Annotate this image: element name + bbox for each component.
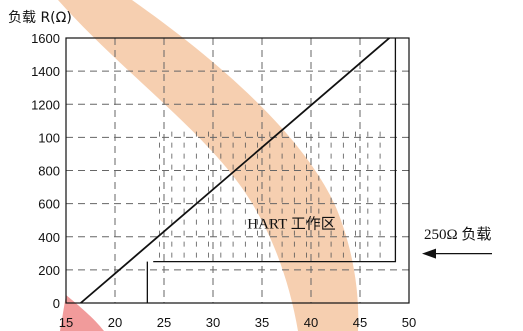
x-tick-label: 25 [157,315,171,330]
y-tick-label: 800 [38,164,60,179]
region-outline [153,38,397,263]
grid [66,38,409,303]
y-axis-label: 负载 R(Ω) [8,10,72,26]
x-tick-label: 40 [304,315,318,330]
y-tick-label: 600 [38,197,60,212]
x-tick-labels: 15 20 25 30 35 40 45 50 [59,315,416,330]
load-annotation: 250Ω 负载 [424,226,491,243]
y-tick-label: 1400 [31,64,60,79]
y-tick-label: 100 [38,130,60,145]
y-tick-label: 400 [38,230,60,245]
hart-region [146,38,397,303]
y-tick-labels: 0 200 400 600 800 100 1200 1400 1600 [31,31,60,311]
arrow-head [422,248,436,259]
y-tick-label: 0 [53,296,60,311]
watermark-band [58,0,359,331]
x-tick-label: 20 [108,315,122,330]
x-tick-label: 45 [353,315,367,330]
x-tick-label: 35 [255,315,269,330]
series-line [80,37,390,304]
series-layer [80,37,390,304]
left-arrow [422,248,492,259]
y-tick-label: 1200 [31,97,60,112]
plot-frame [65,37,410,304]
x-tick-label: 15 [59,315,73,330]
y-tick-label: 200 [38,263,60,278]
x-tick-label: 50 [402,315,416,330]
x-tick-label: 30 [206,315,220,330]
y-tick-label: 1600 [31,31,60,46]
region-label: HART 工作区 [247,215,335,232]
